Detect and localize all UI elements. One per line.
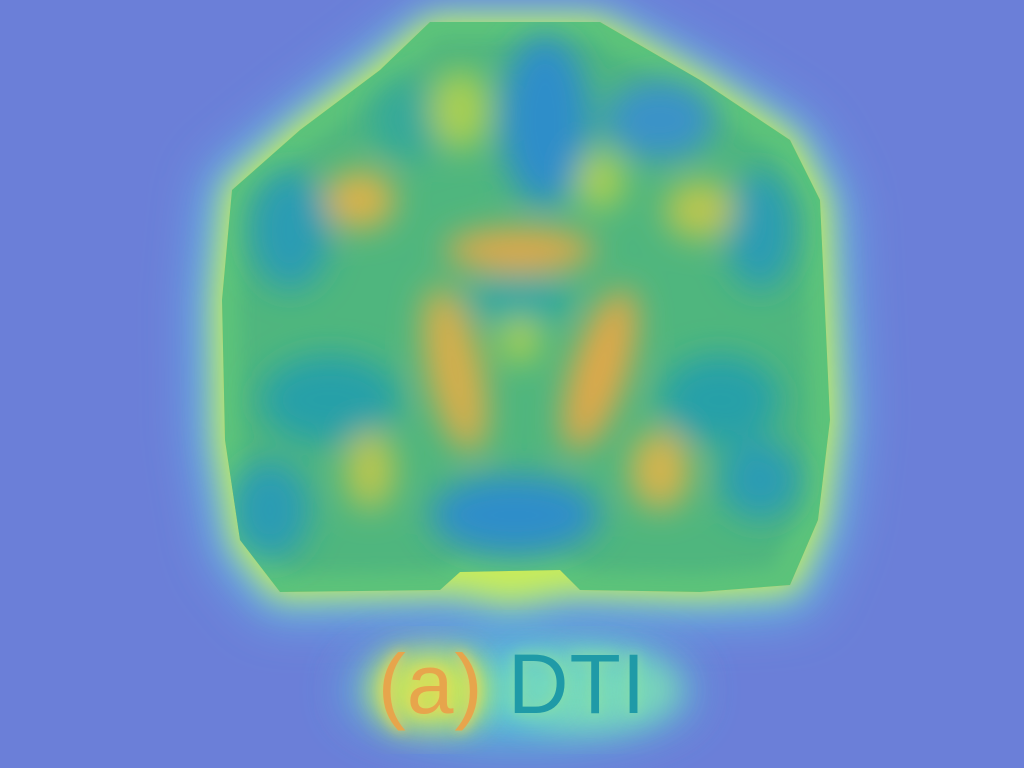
brain-interior bbox=[222, 22, 830, 592]
caption-halo-teal bbox=[500, 650, 680, 730]
caption-label: DTI bbox=[507, 637, 647, 731]
caption-halo-warm bbox=[370, 650, 490, 730]
figure-caption: (a) DTI bbox=[0, 636, 1024, 732]
caption-marker: (a) bbox=[377, 637, 484, 731]
